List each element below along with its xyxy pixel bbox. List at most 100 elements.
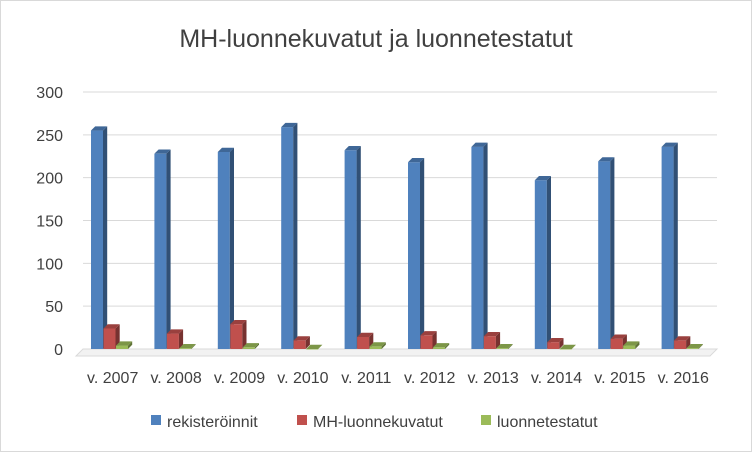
bar-side [432,331,437,349]
bar-side [293,122,298,349]
bar-side [229,147,234,349]
bar-side [495,331,501,349]
bar [547,337,564,349]
bar-front [559,349,572,350]
bar-top [408,158,425,163]
bar-front [598,161,611,349]
bar-top [179,343,196,349]
bar-top [433,343,450,348]
legend-swatch [297,415,307,425]
x-tick-label: v. 2016 [658,370,709,387]
bar-front [471,146,484,349]
x-tick-label: v. 2013 [467,370,518,387]
bar-front [496,348,509,349]
bar-top [242,343,259,348]
bar [433,343,450,349]
bar-top [154,149,171,154]
bar [344,146,361,349]
bar-top [674,336,691,341]
bar-side [381,342,386,349]
bar [661,142,678,349]
bar-side [546,176,551,349]
legend-swatch [151,415,161,425]
bar-front [534,180,547,349]
bar-front [166,333,179,349]
bar-front [306,349,319,350]
bar-side [242,319,247,349]
x-tick-label: v. 2007 [87,370,138,387]
y-tick-label: 300 [36,85,63,102]
bar-front [623,345,636,349]
bar [116,341,133,349]
bar [496,343,513,349]
bar-side [559,337,564,349]
bar-side [128,341,133,349]
bar-top [534,176,551,181]
x-tick-label: v. 2014 [531,370,582,387]
bar [166,329,184,349]
bar [103,324,120,349]
bar-side [103,126,108,349]
bar-top [483,331,501,337]
bar-front [103,328,116,349]
bar-side [610,157,615,349]
bar [179,343,196,349]
bar [408,158,425,349]
bar-front [420,335,433,349]
y-axis-ticks: 0 50 100 150 200 250 300 [36,85,63,359]
bar-top [623,341,640,346]
bar-side [356,146,361,349]
x-tick-label: v. 2009 [214,370,265,387]
bar [369,342,386,349]
bar-front [230,324,243,349]
bar-top [471,142,488,147]
bar-side [254,343,259,349]
bar-side [178,329,184,349]
bar-top [166,329,184,334]
bar-front [116,345,128,349]
bar [686,343,703,349]
y-tick-label: 150 [36,214,63,231]
bar-front [661,146,674,349]
bar-side [445,343,450,349]
y-tick-label: 50 [45,299,63,316]
bar-top [281,122,298,128]
bar [623,341,640,349]
x-tick-label: v. 2008 [150,370,201,387]
y-tick-label: 250 [36,128,63,145]
bar [420,331,437,349]
y-tick-label: 200 [36,171,63,188]
bar-front [357,337,370,349]
bar-front [344,150,357,349]
bar [471,142,488,349]
bar-top [357,332,374,338]
bar [293,336,310,349]
floor [74,348,719,357]
bar-front [217,151,230,349]
bar-front [686,348,699,349]
bar-side [191,343,196,349]
bar-side [420,158,425,349]
legend-swatch [481,415,491,425]
bar-top [306,344,323,349]
bar-side [483,142,488,349]
bar-top [547,337,564,343]
bar-top [496,343,513,349]
bar [306,344,323,350]
bar [230,319,247,349]
x-axis-ticks: v. 2007 v. 2008 v. 2009 v. 2010 v. 2011 v. 20… [87,370,709,387]
bar [217,147,234,349]
bar-front [91,130,103,349]
bar-front [483,336,496,349]
bar-front [433,347,445,349]
bar [483,331,501,349]
bar-side [635,341,640,349]
bar-top [217,147,234,152]
bar-top [598,157,615,162]
bars [91,122,703,350]
bar-top [344,146,361,151]
chart-title: MH-luonnekuvatut ja luonnetestatut [179,25,572,53]
bar-side [508,343,513,349]
